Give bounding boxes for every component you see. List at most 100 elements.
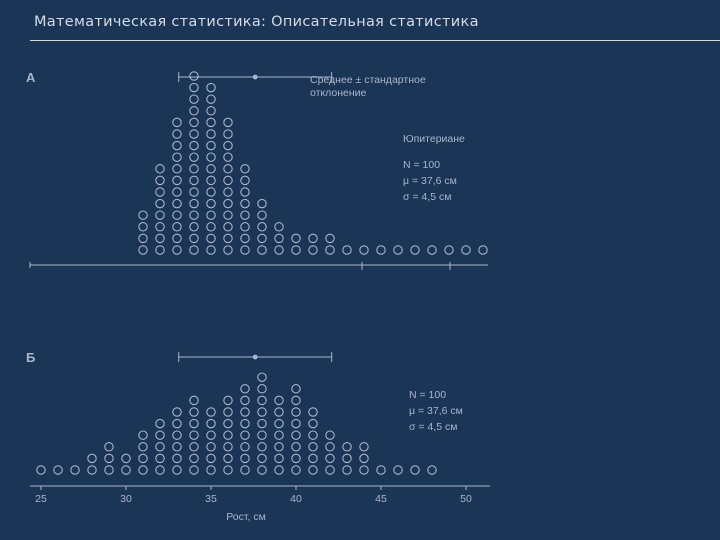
- data-point: [172, 175, 182, 186]
- data-point: [206, 418, 216, 429]
- data-point: [274, 453, 284, 464]
- data-point: [325, 233, 335, 244]
- title-divider: [30, 40, 720, 41]
- data-point: [240, 233, 250, 244]
- data-point: [223, 117, 233, 128]
- data-point: [138, 210, 148, 220]
- data-point: [257, 453, 267, 464]
- panel-b-stat-sd: σ = 4,5 см: [409, 421, 457, 433]
- data-point: [325, 465, 335, 475]
- data-point: [206, 106, 216, 116]
- data-point: [478, 245, 488, 255]
- data-point: [189, 117, 199, 128]
- data-point: [189, 71, 199, 81]
- panel-b-stat-mean: μ = 37,6 см: [409, 405, 463, 417]
- data-point: [189, 140, 199, 151]
- data-point: [240, 465, 250, 475]
- panel-a-stat-sd: σ = 4,5 см: [403, 191, 451, 203]
- data-point: [155, 222, 165, 232]
- data-point: [206, 407, 216, 417]
- data-point: [325, 442, 335, 452]
- data-point: [189, 129, 199, 139]
- data-point: [155, 198, 165, 209]
- data-point: [291, 453, 301, 464]
- data-point: [172, 152, 182, 162]
- data-point: [206, 442, 216, 452]
- data-point: [240, 384, 250, 394]
- data-point: [291, 465, 301, 475]
- data-point: [189, 395, 199, 406]
- data-point: [206, 117, 216, 128]
- data-point: [87, 465, 97, 475]
- data-point: [172, 233, 182, 244]
- data-point: [206, 233, 216, 244]
- x-tick-label: 50: [460, 493, 472, 505]
- data-point: [223, 164, 233, 174]
- data-point: [104, 453, 114, 464]
- data-point: [155, 453, 165, 464]
- data-point: [172, 187, 182, 197]
- data-point: [223, 152, 233, 162]
- data-point: [223, 442, 233, 452]
- data-point: [376, 245, 386, 255]
- x-tick-label: 35: [205, 493, 217, 505]
- data-point: [444, 245, 454, 255]
- data-point: [274, 407, 284, 417]
- data-point: [172, 222, 182, 232]
- data-point: [240, 407, 250, 417]
- data-point: [223, 418, 233, 429]
- data-point: [393, 465, 403, 475]
- data-point: [223, 407, 233, 417]
- data-point: [342, 453, 352, 464]
- data-point: [172, 210, 182, 220]
- data-point: [308, 453, 318, 464]
- data-point: [206, 94, 216, 104]
- data-point: [189, 175, 199, 186]
- data-point: [155, 164, 165, 174]
- data-point: [36, 465, 46, 475]
- data-point: [189, 222, 199, 232]
- data-point: [291, 407, 301, 417]
- panel-b: Б N = 100 μ = 37,6 см σ = 4,5 см 25 30 35 4…: [26, 350, 490, 523]
- x-tick-label: 45: [375, 493, 387, 505]
- data-point: [189, 442, 199, 452]
- data-point: [155, 430, 165, 440]
- data-point: [257, 395, 267, 406]
- data-point: [240, 453, 250, 464]
- data-point: [104, 442, 114, 452]
- data-point: [274, 222, 284, 232]
- data-point: [189, 453, 199, 464]
- panel-b-dots: [36, 372, 437, 475]
- data-point: [155, 245, 165, 255]
- data-point: [257, 198, 267, 209]
- data-point: [308, 442, 318, 452]
- data-point: [189, 465, 199, 475]
- panel-a-dots: [138, 71, 488, 255]
- data-point: [240, 418, 250, 429]
- data-point: [257, 430, 267, 440]
- panel-b-tick-labels: 25 30 35 40 45 50: [35, 493, 472, 505]
- data-point: [189, 245, 199, 255]
- data-point: [240, 430, 250, 440]
- panel-a-legend-line-2: отклонение: [310, 87, 367, 99]
- panel-a-axis: [29, 262, 488, 270]
- data-point: [342, 442, 352, 452]
- data-point: [240, 175, 250, 186]
- data-point: [291, 430, 301, 440]
- data-point: [189, 233, 199, 244]
- data-point: [206, 152, 216, 162]
- data-point: [461, 245, 471, 255]
- data-point: [240, 245, 250, 255]
- panel-b-x-axis-label: Рост, см: [226, 511, 266, 523]
- data-point: [291, 233, 301, 244]
- data-point: [121, 453, 131, 464]
- data-point: [291, 384, 301, 394]
- data-point: [121, 465, 131, 475]
- panel-a: А Среднее ± стандартное отклонение Юпите…: [26, 70, 488, 270]
- data-point: [359, 442, 369, 452]
- data-point: [291, 245, 301, 255]
- data-point: [257, 384, 267, 394]
- data-point: [308, 418, 318, 429]
- data-point: [223, 233, 233, 244]
